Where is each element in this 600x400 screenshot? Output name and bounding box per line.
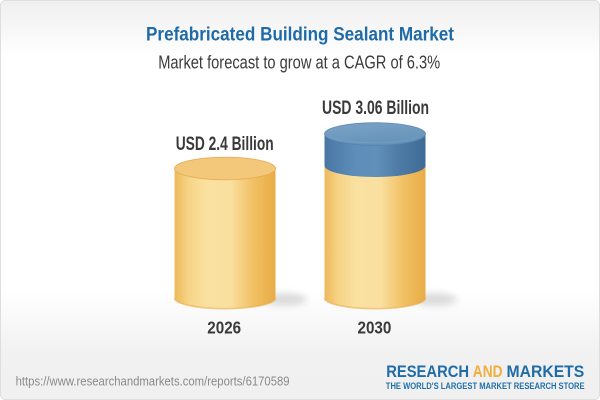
svg-text:USD 2.4 Billion: USD 2.4 Billion [176,133,274,155]
svg-text:2030: 2030 [358,318,392,338]
svg-text:2026: 2026 [207,318,241,338]
svg-text:MARKETS: MARKETS [507,363,585,381]
svg-text:Market forecast to grow at a C: Market forecast to grow at a CAGR of 6.3… [158,52,440,72]
svg-text:Prefabricated Building Sealant: Prefabricated Building Sealant Market [146,24,455,45]
svg-text:AND: AND [473,363,503,381]
svg-text:RESEARCH: RESEARCH [386,363,469,381]
svg-text:THE WORLD'S LARGEST MARKET RES: THE WORLD'S LARGEST MARKET RESEARCH STOR… [386,381,585,392]
svg-text:USD 3.06 Billion: USD 3.06 Billion [322,97,429,119]
svg-text:https://www.researchandmarkets: https://www.researchandmarkets.com/repor… [16,375,290,389]
